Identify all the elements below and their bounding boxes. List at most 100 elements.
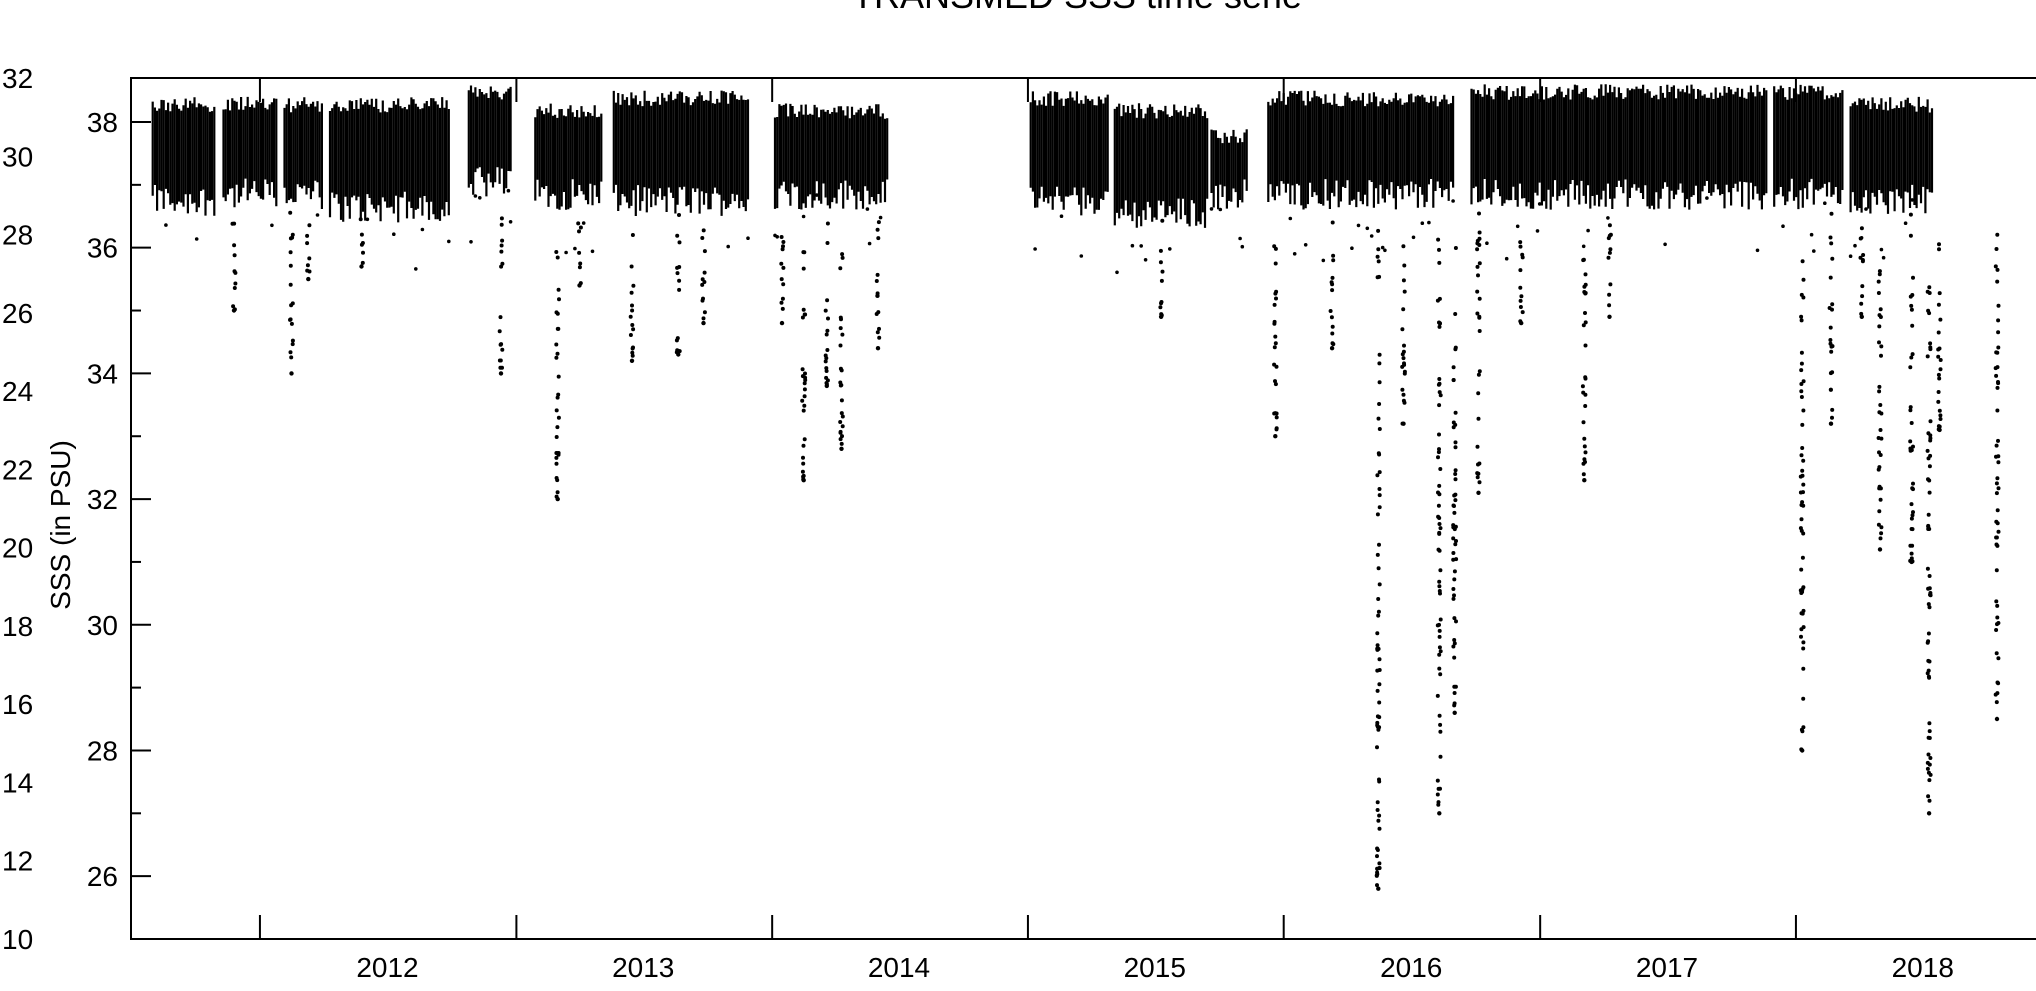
spike-point (288, 317, 293, 322)
spike-point (1476, 372, 1481, 377)
spike-point (1799, 382, 1804, 386)
spike-point (1799, 314, 1804, 319)
spike-point (1451, 378, 1456, 382)
spike-point (1377, 493, 1382, 498)
y-inner-tick-label: 34 (87, 358, 118, 389)
x-tick-label: 2015 (1124, 952, 1186, 983)
spike-point (498, 315, 503, 320)
spike-min-point (289, 371, 294, 376)
spike-point (556, 392, 561, 397)
spike-point (1375, 473, 1380, 478)
spike-point (1375, 800, 1380, 805)
spike-point (1451, 536, 1456, 541)
spike-point (1994, 373, 1999, 378)
data-point (801, 214, 806, 219)
spike-point (556, 415, 561, 420)
spike-point (1452, 593, 1456, 598)
spike-point (1799, 350, 1804, 355)
spike-point (555, 490, 560, 495)
spike-point (1828, 235, 1833, 240)
spike-point (1518, 240, 1523, 245)
spike-point (1994, 651, 1999, 656)
spike-point (1801, 608, 1806, 613)
spike-point (1329, 315, 1334, 320)
spike-point (1927, 778, 1932, 783)
spike-point (1928, 345, 1933, 350)
spike-point (1878, 307, 1883, 312)
spike-point (838, 315, 843, 320)
spike-point (1908, 294, 1913, 299)
x-tick-label: 2018 (1892, 952, 1954, 983)
spike-point (1330, 331, 1335, 336)
data-point (469, 240, 473, 244)
spike-point (1330, 282, 1335, 287)
spike-point (499, 216, 504, 221)
spike-point (1330, 288, 1335, 293)
spike-point (1801, 696, 1806, 701)
spike-point (1925, 766, 1930, 771)
spike-point (1453, 410, 1458, 415)
spike-point (1376, 416, 1381, 421)
spike-point (838, 343, 843, 348)
spike-point (555, 351, 560, 356)
spike-point (554, 451, 559, 455)
spike-point (1877, 340, 1881, 345)
spike-point (677, 349, 682, 354)
data-point (1079, 254, 1084, 258)
spike-point (1860, 258, 1865, 262)
spike-point (1996, 529, 2001, 534)
spike-point (675, 233, 680, 238)
spike-point (1801, 640, 1806, 645)
spike-point (1438, 754, 1443, 759)
spike-point (1908, 212, 1913, 217)
spike-point (1995, 408, 2000, 413)
spike-point (1437, 652, 1442, 657)
spike-point (802, 381, 807, 386)
spike-point (1938, 417, 1943, 421)
spike-point (1925, 760, 1930, 765)
data-point (1168, 247, 1172, 251)
data-point (1705, 196, 1709, 200)
spike-point (577, 265, 582, 270)
data-point (1139, 244, 1143, 248)
spike-point (1908, 233, 1913, 238)
y-axis-inner: 26 28 30 32 34 36 38 (87, 107, 151, 940)
spike-point (781, 282, 786, 287)
spike-point (840, 414, 845, 419)
spike-point (1909, 556, 1914, 561)
spike-point (1801, 458, 1806, 463)
spike-point (1453, 498, 1458, 503)
spike-point (801, 443, 806, 448)
spike-point (1377, 352, 1382, 357)
plot-frame (130, 77, 2036, 940)
spike-min-point (1859, 314, 1865, 319)
spike-point (1926, 631, 1931, 636)
spike-point (1607, 303, 1612, 308)
spike-min-point (839, 446, 844, 451)
y-outer-tick-label: 32 (2, 63, 33, 94)
data-point (590, 249, 595, 254)
spike-point (1475, 264, 1480, 269)
spike-point (1477, 314, 1482, 319)
data-point (1903, 221, 1908, 225)
spike-min-point (577, 283, 582, 288)
spike-point (1375, 631, 1380, 636)
y-outer-tick-label: 24 (2, 376, 33, 407)
spike-point (232, 253, 237, 258)
spike-point (779, 261, 784, 266)
spike-point (1996, 454, 2001, 459)
spike-point (1272, 244, 1277, 249)
data-point (506, 188, 511, 193)
spike-point (1452, 569, 1457, 574)
spike-point (1996, 330, 2001, 335)
spike-point (1993, 366, 1998, 371)
spike-point (1377, 505, 1382, 510)
spike-point (1453, 472, 1458, 476)
data-point (315, 213, 320, 217)
spike-point (1375, 688, 1380, 693)
spike-point (578, 261, 583, 266)
spike-point (1581, 420, 1586, 425)
spike-point (1925, 566, 1930, 571)
spike-point (825, 348, 830, 352)
